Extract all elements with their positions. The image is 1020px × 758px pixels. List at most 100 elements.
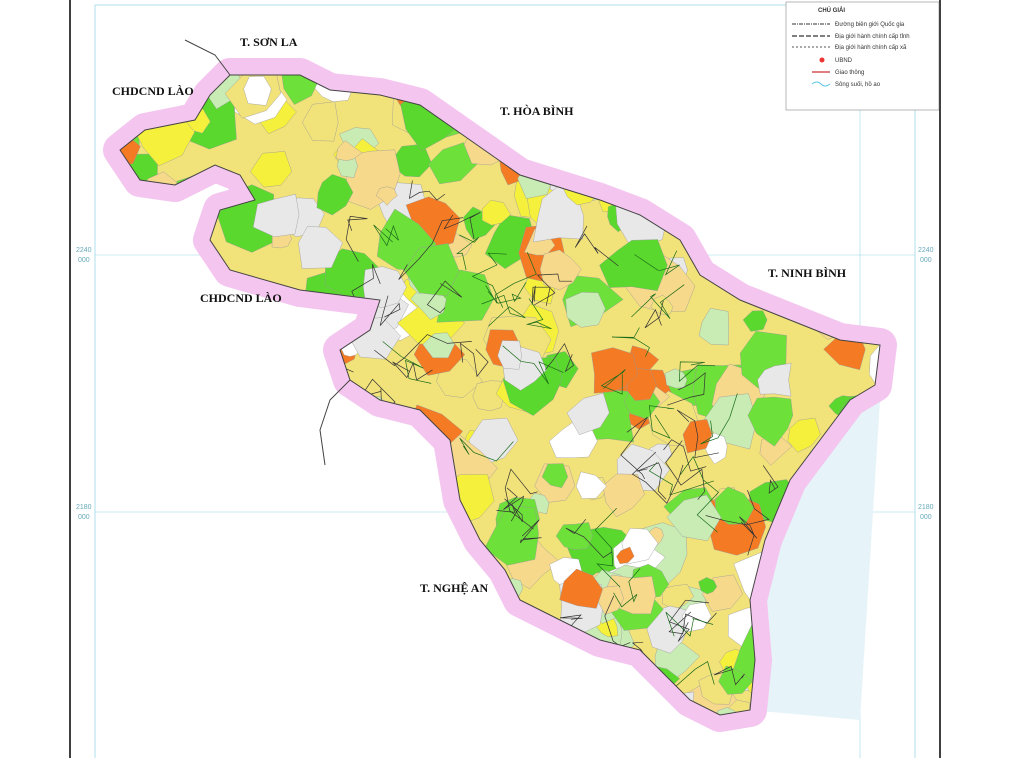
- road: [345, 215, 368, 262]
- commune: [757, 363, 792, 397]
- grid-label: 000: [78, 514, 90, 521]
- road: [373, 224, 399, 247]
- road: [398, 217, 464, 280]
- road: [503, 487, 525, 522]
- commune: [281, 75, 319, 105]
- road: [526, 298, 552, 330]
- road: [667, 372, 706, 406]
- road: [471, 252, 507, 308]
- legend-symbol: [811, 81, 831, 87]
- legend-item: Địa giới hành chính cấp tỉnh: [835, 33, 910, 40]
- commune: [298, 226, 343, 269]
- commune: [250, 151, 293, 188]
- commune: [252, 193, 300, 238]
- grid-label: 000: [920, 257, 932, 264]
- road: [545, 342, 574, 373]
- grid-label: 000: [78, 257, 90, 264]
- commune: [363, 266, 407, 308]
- commune: [316, 174, 354, 216]
- road: [620, 416, 648, 480]
- neighbor-label: T. SƠN LA: [240, 35, 298, 49]
- road: [665, 611, 714, 637]
- road: [636, 462, 667, 500]
- road: [574, 225, 619, 267]
- commune: [555, 522, 593, 550]
- legend-box: [785, 1, 940, 111]
- legend-symbol: [819, 57, 825, 63]
- road: [600, 369, 626, 395]
- legend-item: UBND: [835, 58, 853, 64]
- road: [496, 498, 523, 522]
- road: [504, 468, 538, 530]
- commune: [787, 417, 821, 453]
- commune: [559, 568, 603, 609]
- commune: [541, 463, 569, 488]
- commune: [302, 101, 339, 142]
- commune: [575, 471, 607, 499]
- neighbor-label: CHDCND LÀO: [112, 84, 194, 98]
- commune: [243, 76, 272, 106]
- road: [456, 234, 479, 271]
- commune: [375, 186, 398, 206]
- neighbor-label: T. NGHỆ AN: [420, 581, 488, 595]
- road: [611, 327, 650, 357]
- road: [739, 516, 758, 556]
- legend-item: Sông suối, hồ ao: [835, 82, 881, 88]
- commune: [565, 292, 606, 328]
- road: [663, 439, 707, 472]
- commune: [747, 396, 794, 447]
- road: [460, 342, 489, 378]
- neighbor-label: T. HÒA BÌNH: [500, 104, 574, 118]
- road: [481, 294, 526, 327]
- grid-label: 2180: [918, 504, 934, 511]
- road: [648, 405, 675, 439]
- commune: [591, 347, 638, 394]
- national-border: [319, 379, 351, 466]
- road: [379, 295, 401, 326]
- commune: [698, 577, 718, 595]
- road: [443, 211, 481, 239]
- road: [631, 451, 684, 504]
- commune: [742, 310, 768, 332]
- legend-item: Địa giới hành chính cấp xã: [835, 45, 907, 51]
- legend-title: CHÚ GIẢI: [818, 7, 845, 14]
- commune: [482, 199, 512, 226]
- legend-item: Đường biên giới Quốc gia: [835, 22, 905, 28]
- road: [644, 300, 664, 329]
- road: [763, 464, 779, 494]
- commune: [335, 140, 363, 162]
- road: [565, 518, 613, 559]
- neighbor-label: T. NINH BÌNH: [768, 266, 847, 280]
- grid-label: 2180: [76, 504, 92, 511]
- commune: [661, 584, 695, 610]
- road: [613, 568, 641, 608]
- commune: [497, 340, 522, 370]
- commune: [422, 332, 455, 359]
- road: [713, 665, 745, 686]
- commune: [698, 308, 730, 346]
- road: [408, 180, 446, 201]
- neighbor-label: CHDCND LÀO: [200, 291, 282, 305]
- commune: [484, 504, 539, 566]
- road: [678, 361, 716, 383]
- national-border: [184, 39, 231, 76]
- commune: [616, 546, 635, 565]
- road: [531, 285, 551, 306]
- commune: [566, 392, 610, 435]
- commune: [428, 142, 478, 185]
- road: [487, 282, 527, 304]
- grid-label: 2240: [76, 247, 92, 254]
- road: [374, 334, 472, 366]
- road: [648, 462, 714, 496]
- commune: [602, 473, 645, 518]
- road: [520, 519, 542, 544]
- road: [534, 273, 573, 306]
- road: [634, 250, 680, 276]
- road: [459, 437, 514, 462]
- road: [502, 345, 564, 385]
- road: [676, 409, 719, 459]
- grid-label: 000: [920, 514, 932, 521]
- road: [382, 341, 432, 384]
- road: [705, 489, 770, 526]
